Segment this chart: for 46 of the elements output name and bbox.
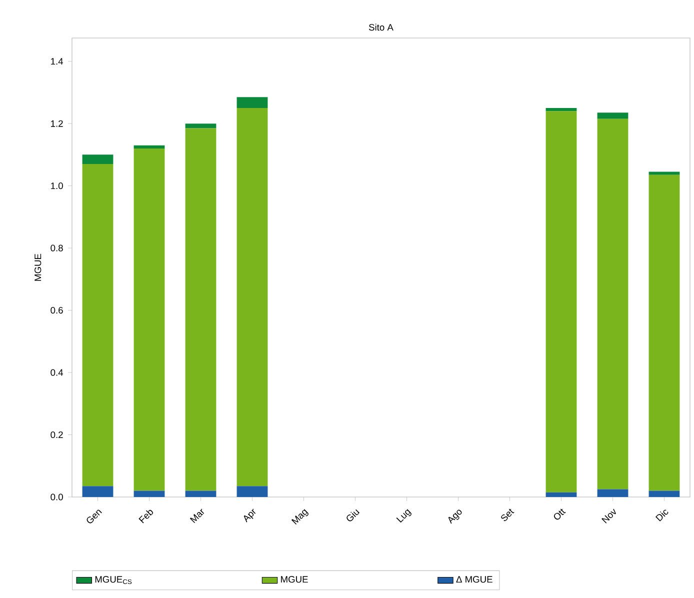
bar [236, 108, 268, 486]
bar [597, 112, 628, 119]
x-tick-label: Dic [656, 510, 668, 522]
legend-label: MGUE$_{CS}$ [95, 576, 132, 584]
x-tick-label: Nov [602, 508, 616, 524]
x-tick-label: Gen [86, 510, 102, 524]
x-tick-label: Giu [346, 509, 360, 522]
bar [134, 145, 165, 148]
bar [648, 490, 680, 497]
y-tick-label: 1.0 [51, 182, 63, 190]
chart-title: Sito A [368, 24, 394, 31]
y-tick-label: 0.6 [50, 306, 63, 314]
x-tick-label: Apr [244, 508, 256, 522]
x-tick-label: Set [501, 508, 514, 522]
x-tick-label: Ott [554, 508, 566, 520]
x-tick-label: Ago [448, 510, 462, 524]
bar [82, 164, 114, 486]
bar [546, 492, 577, 497]
bar [134, 148, 165, 491]
x-tick-label: Mar [190, 508, 204, 524]
bar [236, 97, 268, 108]
bar [134, 490, 165, 497]
x-tick-label: Mag [291, 509, 308, 524]
bar [648, 174, 680, 491]
y-tick-label: 1.2 [51, 120, 63, 127]
bar [82, 486, 114, 497]
y-tick-label: 0.4 [50, 369, 64, 376]
y-tick-label: 0.0 [50, 494, 63, 500]
legend-label: MGUE [281, 576, 308, 583]
bar [236, 486, 268, 497]
bar [648, 172, 680, 175]
y-tick-label: 1.4 [51, 58, 64, 65]
bar [185, 124, 216, 128]
y-tick-label: 0.8 [50, 244, 63, 252]
legend-label: Δ MGUE [456, 576, 492, 583]
bar [546, 108, 577, 112]
y-axis-title: MGUE [34, 254, 42, 281]
bar [82, 154, 114, 164]
bar [546, 111, 577, 492]
x-tick-label: Feb [138, 510, 154, 524]
bar [597, 489, 628, 497]
x-tick-label: Lug [396, 509, 412, 523]
bar [185, 490, 216, 497]
bar [185, 128, 216, 491]
y-tick-label: 0.2 [50, 431, 63, 438]
bar [597, 118, 628, 490]
